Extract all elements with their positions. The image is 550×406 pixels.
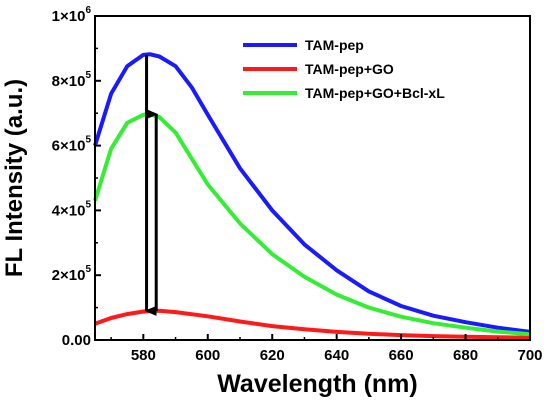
- legend-label-0: TAM-pep: [305, 37, 364, 53]
- annotation-arrows: [144, 54, 159, 316]
- legend-label-2: TAM-pep+GO+Bcl-xL: [305, 85, 445, 101]
- x-axis-title: Wavelength (nm): [217, 370, 417, 398]
- series-line-2: [93, 112, 531, 337]
- x-tick-label: 620: [260, 347, 285, 364]
- y-tick-label: 1×106: [52, 5, 92, 25]
- y-tick-label: 6×105: [52, 135, 92, 155]
- legend-label-1: TAM-pep+GO: [305, 61, 394, 77]
- x-axis: 580 600 620 640 660 680 700: [110, 334, 543, 364]
- x-tick-label: 640: [324, 347, 349, 364]
- legend: TAM-pep TAM-pep+GO TAM-pep+GO+Bcl-xL: [243, 37, 445, 101]
- y-axis: 0.00 2×105 4×105 6×105 8×105 1×106: [52, 5, 101, 349]
- x-tick-label: 600: [195, 347, 220, 364]
- y-tick-label: 4×105: [52, 199, 92, 219]
- y-tick-label: 2×105: [52, 264, 92, 284]
- x-tick-label: 660: [389, 347, 414, 364]
- x-tick-label: 580: [131, 347, 156, 364]
- series-line-1: [94, 308, 531, 340]
- x-tick-label: 700: [517, 347, 542, 364]
- y-axis-title: FL Intensity (a.u.): [1, 79, 28, 277]
- series-layer: [93, 52, 531, 340]
- y-tick-label: 0.00: [62, 332, 91, 349]
- series-line-0: [93, 52, 531, 334]
- y-tick-label: 8×105: [52, 70, 92, 90]
- x-tick-label: 680: [453, 347, 478, 364]
